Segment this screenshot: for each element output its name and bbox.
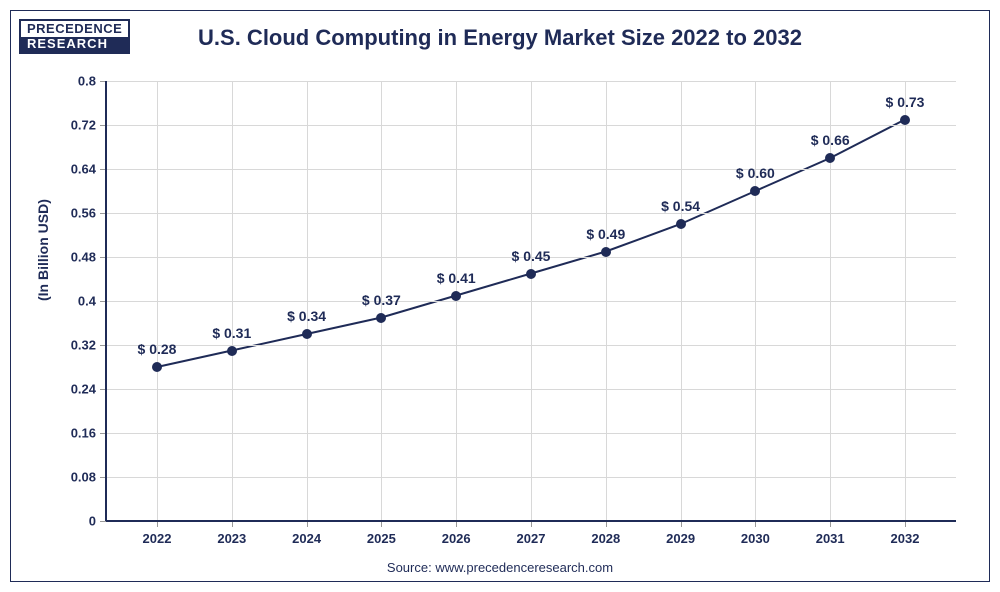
data-point-label: $ 0.37 xyxy=(362,292,401,318)
y-tick-label: 0.8 xyxy=(78,74,106,89)
data-point-label: $ 0.31 xyxy=(212,325,251,351)
data-point-label: $ 0.73 xyxy=(886,94,925,120)
y-axis-label: (In Billion USD) xyxy=(35,199,51,301)
y-tick-label: 0.32 xyxy=(71,338,106,353)
grid-line-vertical xyxy=(755,81,756,521)
grid-line-vertical xyxy=(232,81,233,521)
chart-title: U.S. Cloud Computing in Energy Market Si… xyxy=(11,25,989,51)
grid-line-vertical xyxy=(905,81,906,521)
grid-line-vertical xyxy=(681,81,682,521)
grid-line-vertical xyxy=(157,81,158,521)
x-tick-label: 2029 xyxy=(666,521,695,546)
data-point-label: $ 0.45 xyxy=(512,248,551,274)
data-point-label: $ 0.60 xyxy=(736,165,775,191)
grid-line-vertical xyxy=(307,81,308,521)
y-axis xyxy=(105,81,107,521)
y-tick-label: 0.72 xyxy=(71,118,106,133)
data-point-label: $ 0.34 xyxy=(287,308,326,334)
y-tick-label: 0.4 xyxy=(78,294,106,309)
y-tick-label: 0.08 xyxy=(71,470,106,485)
data-point-label: $ 0.49 xyxy=(586,226,625,252)
x-tick-label: 2027 xyxy=(517,521,546,546)
x-tick-label: 2022 xyxy=(143,521,172,546)
x-tick-label: 2032 xyxy=(891,521,920,546)
data-point-label: $ 0.41 xyxy=(437,270,476,296)
x-tick-label: 2028 xyxy=(591,521,620,546)
plot-area: 00.080.160.240.320.40.480.560.640.720.82… xyxy=(106,81,956,521)
x-tick-label: 2031 xyxy=(816,521,845,546)
y-tick-label: 0.24 xyxy=(71,382,106,397)
grid-line-vertical xyxy=(531,81,532,521)
data-point-label: $ 0.66 xyxy=(811,132,850,158)
chart-container: PRECEDENCE RESEARCH U.S. Cloud Computing… xyxy=(10,10,990,582)
y-tick-label: 0.48 xyxy=(71,250,106,265)
y-tick-label: 0 xyxy=(89,514,106,529)
grid-line-vertical xyxy=(606,81,607,521)
y-tick-label: 0.56 xyxy=(71,206,106,221)
grid-line-vertical xyxy=(456,81,457,521)
source-text: Source: www.precedenceresearch.com xyxy=(11,560,989,575)
y-tick-label: 0.16 xyxy=(71,426,106,441)
x-tick-label: 2030 xyxy=(741,521,770,546)
data-point-label: $ 0.28 xyxy=(138,341,177,367)
x-tick-label: 2026 xyxy=(442,521,471,546)
x-tick-label: 2024 xyxy=(292,521,321,546)
data-point-label: $ 0.54 xyxy=(661,198,700,224)
y-tick-label: 0.64 xyxy=(71,162,106,177)
x-tick-label: 2023 xyxy=(217,521,246,546)
x-tick-label: 2025 xyxy=(367,521,396,546)
x-axis xyxy=(106,520,956,522)
